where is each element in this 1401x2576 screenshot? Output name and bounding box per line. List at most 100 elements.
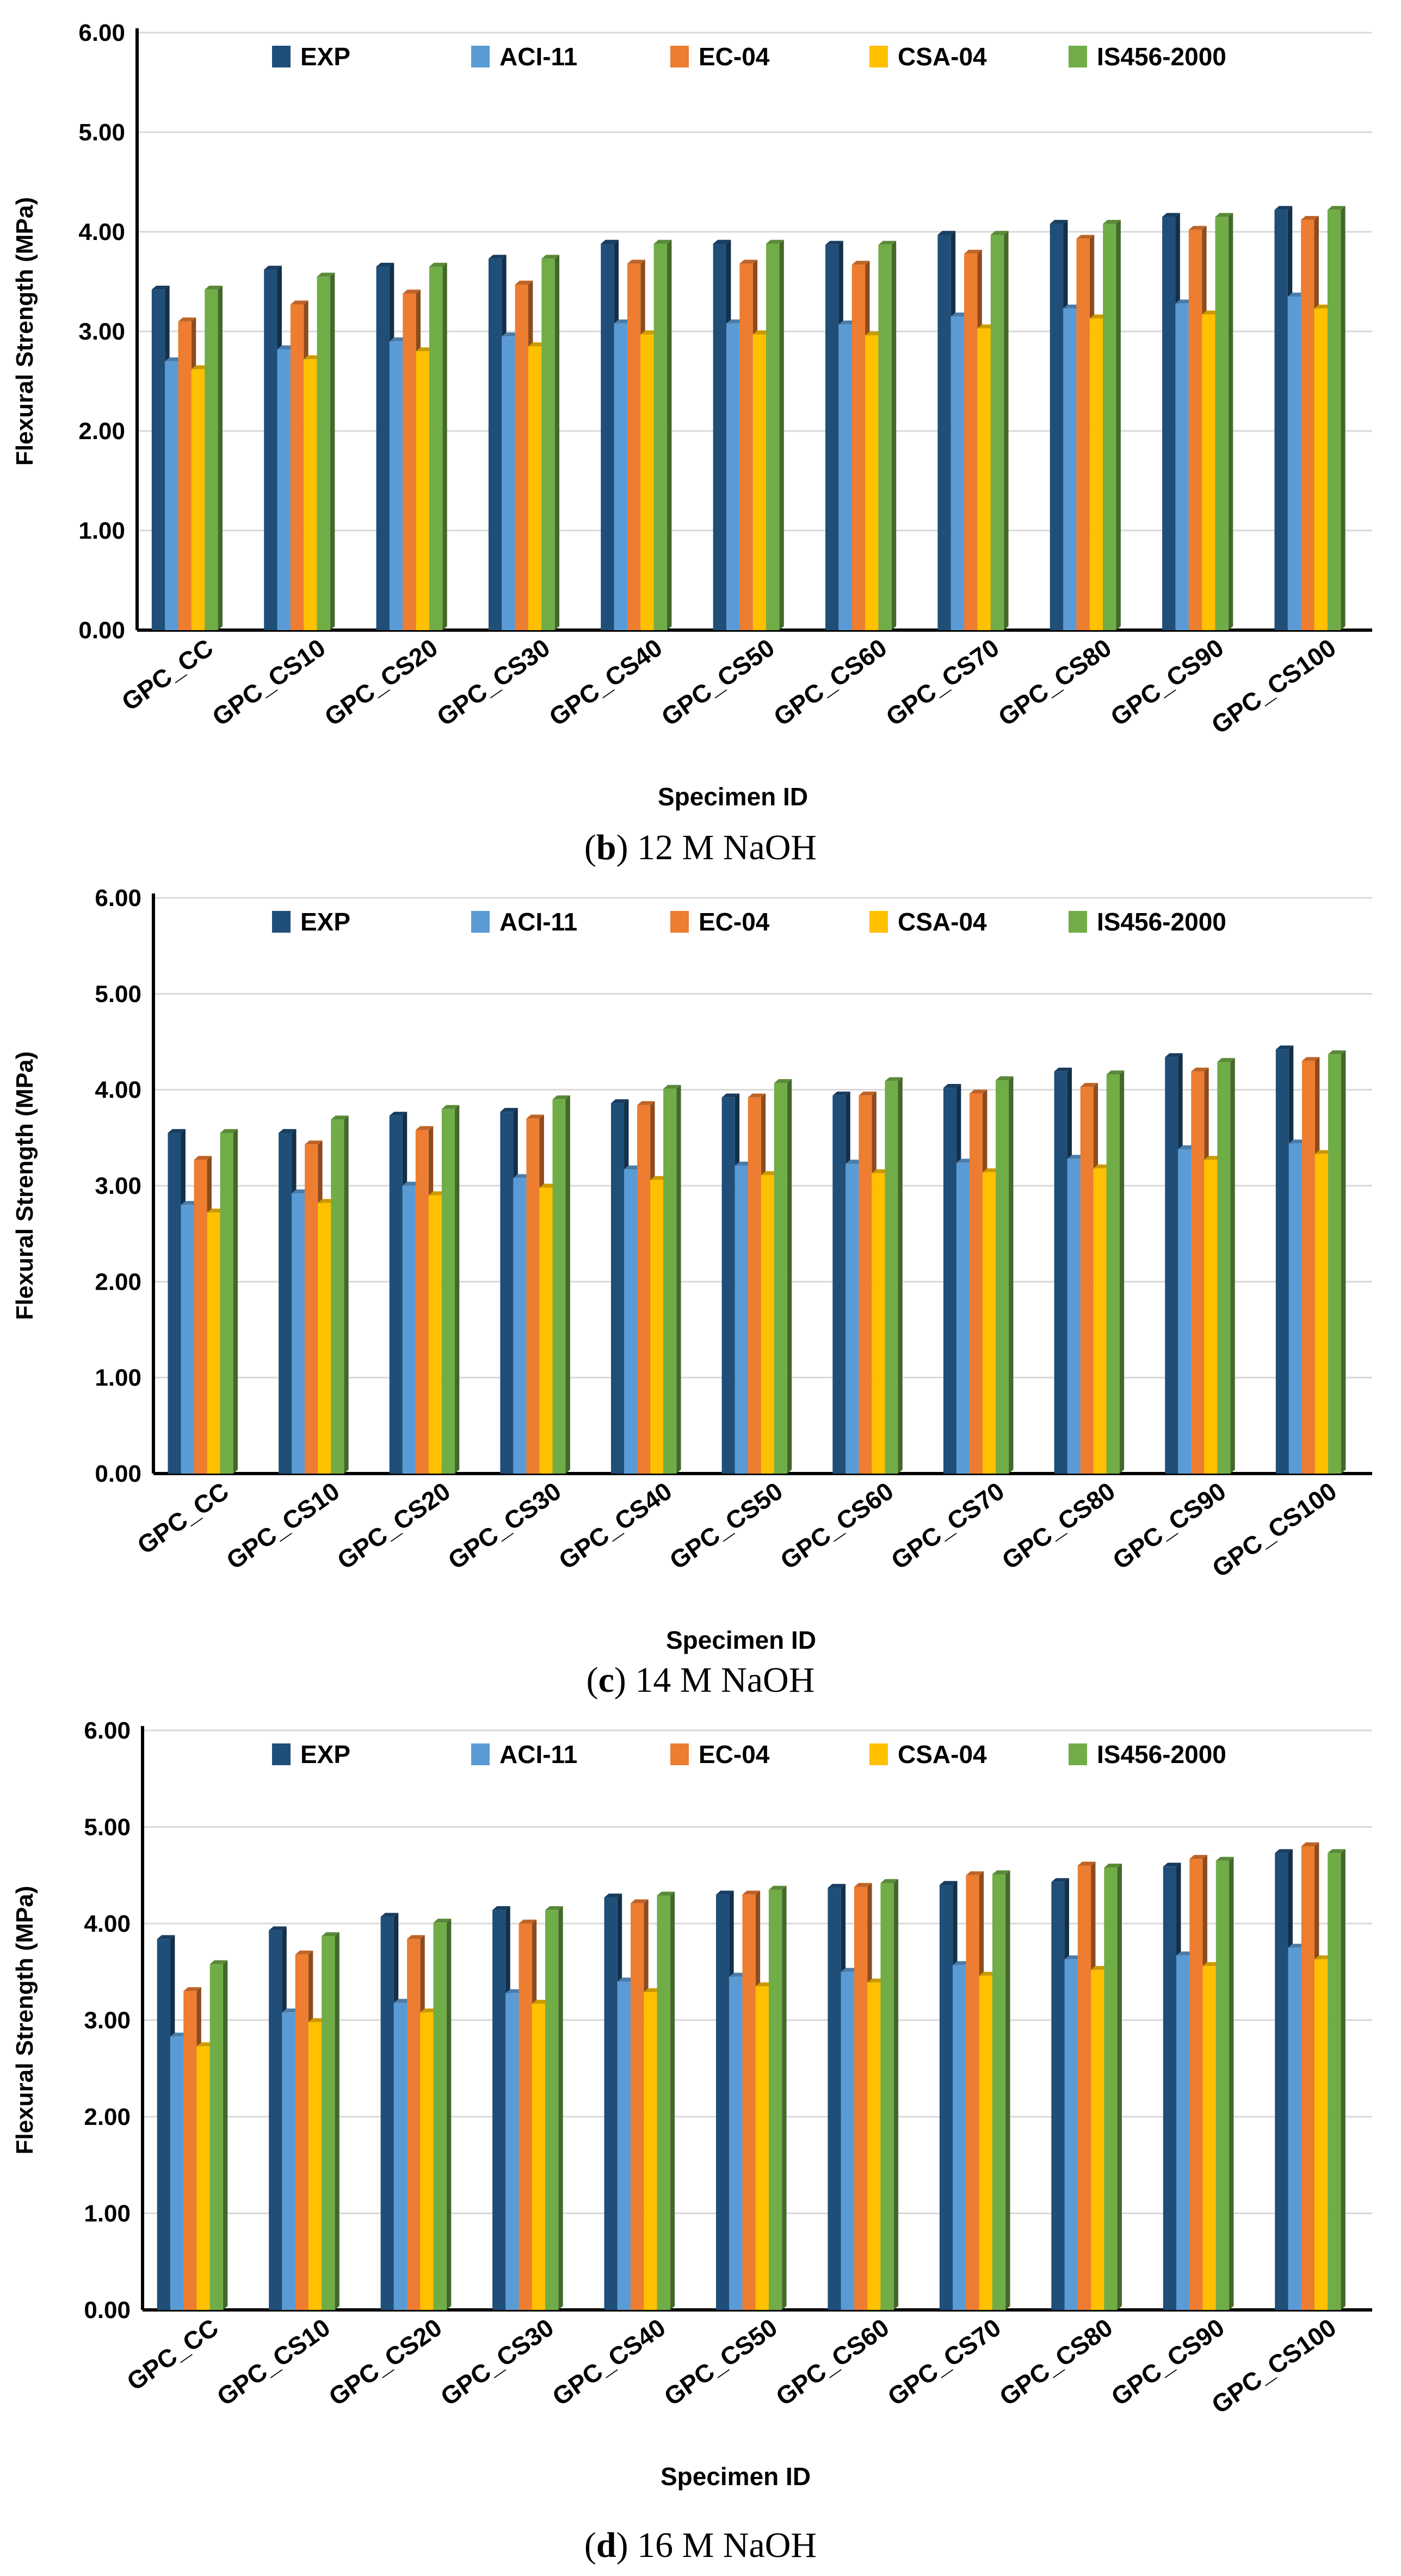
y-tick-label: 4.00 — [95, 1077, 141, 1104]
bar-exp-gpc-cs50 — [715, 1894, 730, 2310]
bar-ec-04-gpc-cs20 — [407, 1939, 421, 2310]
bar-ec-04-gpc-cs100 — [1301, 1061, 1315, 1474]
x-tick-label: GPC_CS80 — [993, 633, 1116, 731]
bar-side — [1005, 1870, 1010, 2310]
bar-exp-gpc-cs20 — [380, 1916, 394, 2310]
bar-top — [1328, 1849, 1346, 1853]
bar-top — [380, 1913, 399, 1917]
x-tick-label: GPC_CS10 — [207, 633, 331, 731]
legend-label-is456-2000: IS456-2000 — [1097, 42, 1226, 71]
bar-top — [774, 1079, 792, 1083]
y-tick-label: 2.00 — [95, 1268, 141, 1295]
bars — [157, 1842, 1346, 2310]
x-tick-label: GPC_CS50 — [659, 2313, 782, 2411]
bar-exp-gpc-cs70 — [939, 1885, 953, 2310]
x-tick-label: GPC_CS20 — [332, 1477, 455, 1575]
bar-is456-2000-gpc-cs60 — [880, 1883, 894, 2310]
bar-aci-11-gpc-cs40 — [614, 323, 627, 630]
bar-csa-04-gpc-cs60 — [867, 1982, 881, 2310]
bar-top — [663, 1084, 681, 1089]
bar-exp-gpc-cs90 — [1165, 1057, 1178, 1474]
bar-top — [500, 1108, 518, 1112]
bar-top — [1077, 1862, 1096, 1866]
bar-top — [851, 261, 870, 265]
bar-csa-04-gpc-cs70 — [979, 1975, 992, 2310]
x-tick-label: GPC_CS40 — [544, 633, 668, 731]
bar-csa-04-gpc-cs50 — [752, 334, 767, 630]
legend-label-ec-04: EC-04 — [699, 1740, 770, 1768]
caption-16m-naoh: (d) 16 M NaOH — [584, 2525, 817, 2565]
bar-top — [828, 1884, 846, 1888]
bar-csa-04-gpc-cs50 — [761, 1175, 774, 1474]
bar-top — [1165, 1053, 1183, 1057]
bar-top — [441, 1105, 460, 1109]
bar-top — [1080, 1083, 1098, 1087]
legend-label-aci-11: ACI-11 — [499, 908, 577, 936]
bar-top — [990, 231, 1009, 235]
bar-is456-2000-gpc-cs80 — [1104, 1868, 1118, 2310]
bar-csa-04-gpc-cs100 — [1314, 1154, 1328, 1474]
x-axis-title: Specimen ID — [661, 2462, 811, 2491]
bar-top — [1301, 1057, 1320, 1061]
bar-exp-gpc-cs40 — [611, 1103, 625, 1474]
x-tick-label: GPC_CS100 — [1206, 633, 1341, 739]
bar-ec-04-gpc-cs20 — [403, 293, 416, 630]
bar-side — [330, 273, 335, 630]
bar-ec-04-gpc-cs60 — [851, 264, 866, 630]
legend-swatch-csa-04 — [869, 46, 888, 67]
bar-exp-gpc-cs60 — [828, 1888, 841, 2310]
bar-top — [1275, 1849, 1293, 1853]
bar-top — [526, 1114, 544, 1119]
bar-top — [880, 1879, 899, 1883]
bar-ec-04-gpc-cs50 — [748, 1097, 761, 1474]
bar-top — [209, 1960, 228, 1964]
bar-ec-04-gpc-cs40 — [627, 263, 641, 630]
bar-top — [1104, 1863, 1122, 1868]
bar-exp-gpc-cs90 — [1163, 1866, 1177, 2310]
bar-top — [627, 260, 645, 264]
bar-csa-04-gpc-cs30 — [539, 1187, 553, 1474]
bar-ec-04-gpc-cs70 — [969, 1093, 983, 1474]
bar-top — [331, 1116, 349, 1120]
bar-top — [322, 1932, 340, 1937]
bar-top — [657, 1891, 675, 1896]
bar-exp-gpc-cs100 — [1275, 1853, 1288, 2310]
bar-ec-04-gpc-cs90 — [1191, 1071, 1205, 1474]
x-axis-title: Specimen ID — [666, 1626, 816, 1654]
x-tick-label: GPC_CS20 — [319, 633, 443, 731]
y-axis-title: Flexural Strength (MPa) — [11, 1051, 38, 1320]
bar-ec-04-gpc-cc — [183, 1991, 197, 2310]
legend-swatch-is456-2000 — [1069, 46, 1087, 67]
bar-aci-11-gpc-cs30 — [505, 1993, 519, 2310]
bar-top — [317, 273, 335, 277]
bar-top — [748, 1093, 766, 1098]
legend-label-exp: EXP — [300, 1740, 350, 1768]
bar-exp-gpc-cs100 — [1275, 1049, 1289, 1474]
bar-top — [937, 231, 956, 235]
bar-ec-04-gpc-cs40 — [631, 1903, 644, 2310]
y-tick-label: 0.00 — [95, 1460, 141, 1487]
bar-side — [1341, 206, 1346, 630]
bar-is456-2000-gpc-cs100 — [1328, 1054, 1341, 1474]
bar-aci-11-gpc-cs40 — [624, 1169, 638, 1474]
bar-exp-gpc-cs70 — [943, 1088, 956, 1474]
bar-is456-2000-gpc-cs30 — [541, 258, 555, 630]
bar-exp-gpc-cs70 — [937, 235, 951, 630]
bar-side — [782, 1885, 787, 2310]
y-axis-title: Flexural Strength (MPa) — [11, 197, 38, 466]
bar-top — [1191, 1067, 1209, 1072]
bar-aci-11-gpc-cs60 — [841, 1971, 854, 2310]
caption-text: 12 M NaOH — [628, 828, 817, 867]
bar-aci-11-gpc-cs30 — [513, 1178, 527, 1474]
bar-aci-11-gpc-cs50 — [735, 1165, 748, 1474]
legend: EXP ACI-11 EC-04 CSA-04 IS456-2000 — [272, 42, 1226, 71]
bar-exp-gpc-cs80 — [1050, 224, 1064, 630]
bar-csa-04-gpc-cs30 — [532, 2004, 546, 2310]
bar-is456-2000-gpc-cc — [220, 1133, 233, 1474]
bar-is456-2000-gpc-cs90 — [1215, 217, 1229, 630]
bar-csa-04-gpc-cs100 — [1314, 308, 1328, 630]
bar-csa-04-gpc-cs70 — [977, 328, 991, 630]
bar-top — [429, 262, 447, 267]
legend-swatch-ec-04 — [670, 911, 689, 933]
